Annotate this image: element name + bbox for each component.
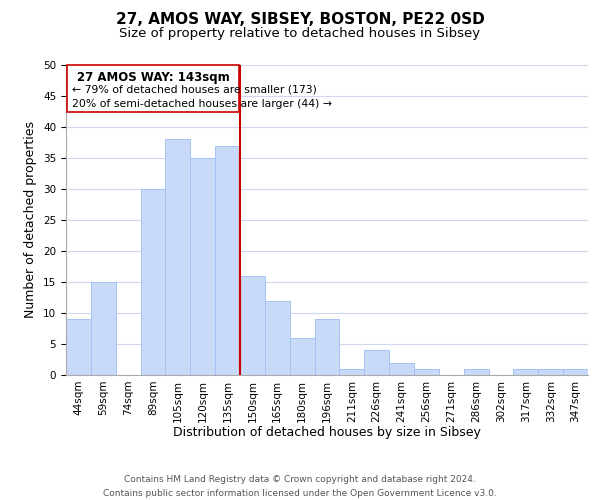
Bar xyxy=(514,369,538,375)
Bar xyxy=(166,140,190,375)
Bar xyxy=(340,369,364,375)
Bar xyxy=(290,338,314,375)
Bar xyxy=(190,158,215,375)
Bar xyxy=(314,319,340,375)
Y-axis label: Number of detached properties: Number of detached properties xyxy=(25,122,37,318)
Bar xyxy=(364,350,389,375)
Bar xyxy=(215,146,240,375)
Bar xyxy=(464,369,488,375)
Bar xyxy=(563,369,588,375)
Bar xyxy=(538,369,563,375)
Bar xyxy=(265,300,290,375)
FancyBboxPatch shape xyxy=(67,65,239,112)
Bar xyxy=(66,319,91,375)
Text: Size of property relative to detached houses in Sibsey: Size of property relative to detached ho… xyxy=(119,28,481,40)
Text: 20% of semi-detached houses are larger (44) →: 20% of semi-detached houses are larger (… xyxy=(72,99,332,109)
X-axis label: Distribution of detached houses by size in Sibsey: Distribution of detached houses by size … xyxy=(173,426,481,439)
Text: 27, AMOS WAY, SIBSEY, BOSTON, PE22 0SD: 27, AMOS WAY, SIBSEY, BOSTON, PE22 0SD xyxy=(116,12,484,28)
Bar xyxy=(91,282,116,375)
Text: ← 79% of detached houses are smaller (173): ← 79% of detached houses are smaller (17… xyxy=(72,85,317,95)
Text: Contains HM Land Registry data © Crown copyright and database right 2024.
Contai: Contains HM Land Registry data © Crown c… xyxy=(103,476,497,498)
Text: 27 AMOS WAY: 143sqm: 27 AMOS WAY: 143sqm xyxy=(77,71,229,84)
Bar xyxy=(414,369,439,375)
Bar xyxy=(240,276,265,375)
Bar xyxy=(389,362,414,375)
Bar xyxy=(140,189,166,375)
